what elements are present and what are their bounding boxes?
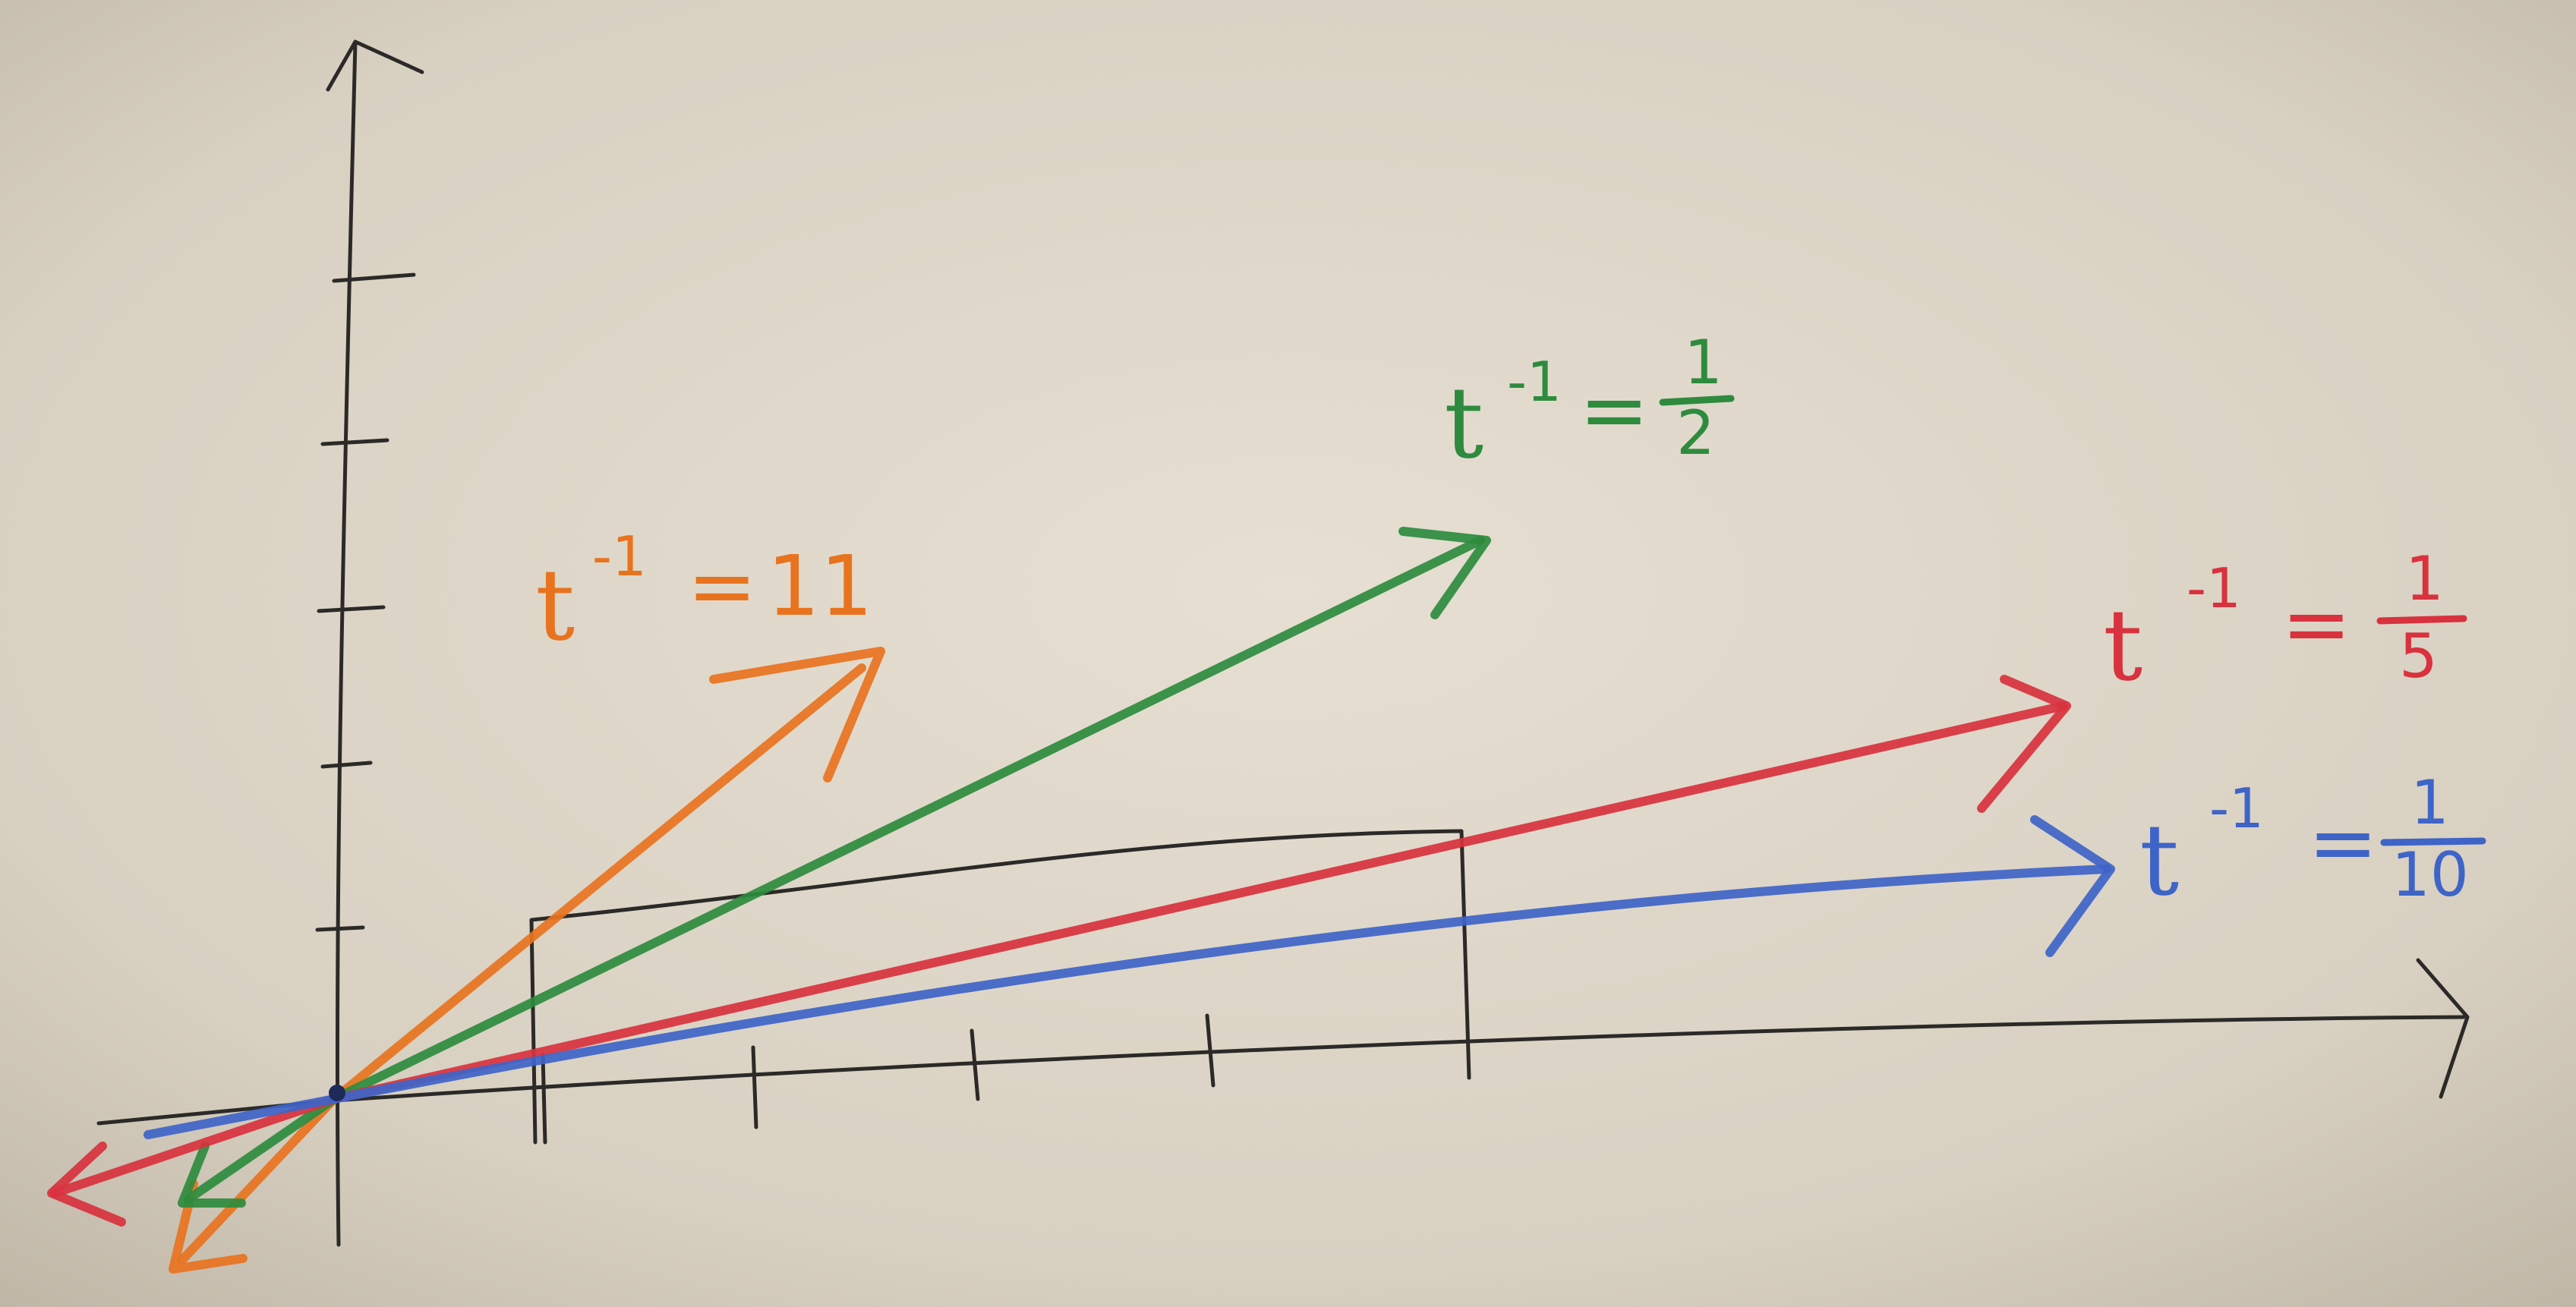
label-orange-t: t: [535, 547, 575, 663]
rays: [47, 527, 2115, 1274]
box-rectangle: [529, 829, 1471, 1145]
label-orange-value: 11: [767, 537, 873, 635]
y-axis-arrowhead: [326, 39, 424, 92]
label-green: t -1 = 1 2: [1444, 327, 1735, 480]
orange-ray-negative-arrowhead: [169, 1179, 248, 1274]
label-blue-denominator: 10: [2392, 839, 2469, 910]
blue-ray: [329, 865, 2111, 1104]
label-blue: t -1 = 1 10: [2139, 767, 2486, 918]
origin-point: [329, 1085, 345, 1101]
y-tick: [320, 438, 389, 446]
label-red-exponent: -1: [2187, 556, 2241, 620]
label-orange-equals: =: [687, 537, 757, 635]
label-green-exponent: -1: [1507, 350, 1562, 414]
label-red-equals: =: [2281, 575, 2351, 672]
label-green-equals: =: [1579, 361, 1649, 458]
x-axis: [332, 1015, 2466, 1103]
y-tick: [317, 605, 386, 613]
x-tick: [541, 1053, 547, 1145]
red-ray-negative-arrowhead: [47, 1142, 126, 1227]
orange-ray-negative: [178, 1094, 339, 1264]
x-tick: [1205, 1013, 1215, 1088]
green-ray-arrowhead: [1398, 527, 1491, 619]
label-red-numerator: 1: [2405, 543, 2444, 614]
label-green-fraction-bar: [1659, 395, 1735, 406]
orange-ray-arrowhead: [709, 647, 885, 783]
label-green-denominator: 2: [1676, 398, 1715, 468]
red-ray: [329, 701, 2068, 1104]
orange-ray: [329, 663, 866, 1104]
label-blue-numerator: 1: [2410, 767, 2449, 838]
label-blue-exponent: -1: [2209, 776, 2264, 840]
y-tick: [315, 925, 365, 932]
label-green-numerator: 1: [1684, 327, 1723, 398]
x-tick: [970, 1028, 980, 1101]
label-blue-t: t: [2139, 802, 2179, 918]
y-tick: [320, 761, 373, 769]
label-green-t: t: [1444, 365, 1483, 480]
label-red: t -1 = 1 5: [2103, 543, 2467, 703]
label-red-fraction-bar: [2376, 615, 2467, 625]
blue-ray-negative: [143, 1094, 339, 1139]
green-ray-negative: [184, 1094, 339, 1204]
label-red-denominator: 5: [2399, 621, 2438, 691]
axes: [96, 39, 2470, 1247]
x-tick: [751, 1045, 758, 1129]
label-blue-equals: =: [2308, 794, 2378, 891]
y-tick: [332, 272, 416, 283]
label-orange: t -1 = 11: [535, 524, 873, 663]
label-orange-exponent: -1: [592, 524, 647, 588]
blue-ray-arrowhead: [2030, 815, 2115, 957]
green-ray: [329, 536, 1485, 1104]
label-blue-fraction-bar: [2380, 837, 2486, 846]
x-axis-arrowhead: [2416, 958, 2470, 1099]
green-ray-negative-arrowhead: [178, 1142, 246, 1208]
red-ray-negative: [50, 1094, 339, 1198]
label-red-t: t: [2103, 587, 2142, 703]
red-ray-arrowhead: [1977, 675, 2071, 813]
